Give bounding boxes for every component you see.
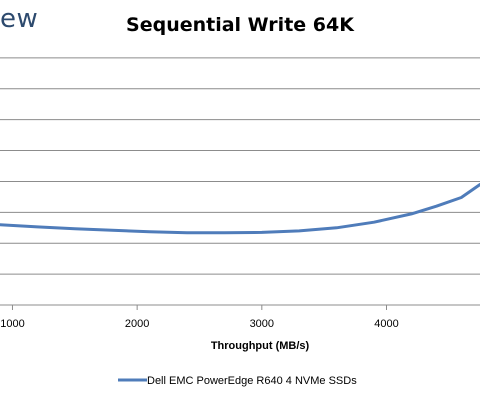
x-tick-label: 2000 — [125, 318, 149, 330]
gridlines — [0, 57, 480, 306]
x-tick-label: 1000 — [0, 318, 24, 330]
legend-label: Dell EMC PowerEdge R640 4 NVMe SSDs — [147, 375, 357, 387]
logo-fragment: ew — [0, 4, 39, 34]
series-line — [0, 183, 480, 235]
x-tick-label: 3000 — [250, 318, 274, 330]
x-tick-label: 4000 — [374, 318, 398, 330]
chart-title: Sequential Write 64K — [126, 14, 354, 36]
x-axis-label: Throughput (MB/s) — [211, 340, 310, 352]
x-tick-labels: 1000 2000 3000 4000 — [0, 305, 399, 330]
series-lines — [0, 183, 480, 235]
legend: Dell EMC PowerEdge R640 4 NVMe SSDs — [118, 375, 357, 387]
